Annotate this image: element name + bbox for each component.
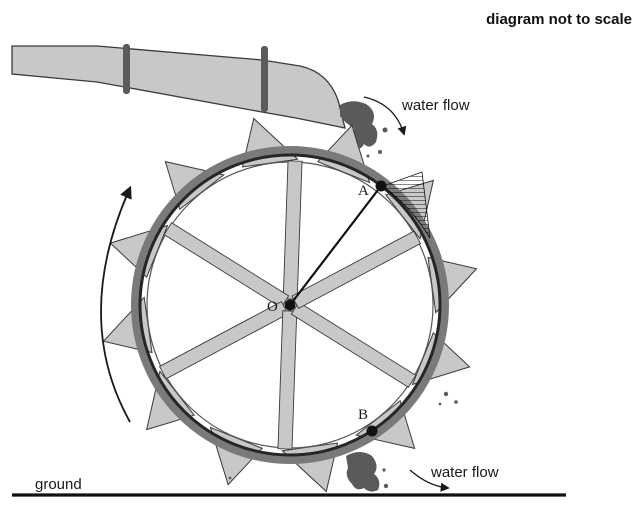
wheel-rim-outer xyxy=(131,146,449,464)
point-o-label: O xyxy=(267,299,278,315)
wheel-rim xyxy=(138,153,442,457)
water-splash-bottom xyxy=(346,452,389,492)
point-a-dot xyxy=(375,180,387,192)
water-flow-label-bottom: water flow xyxy=(430,464,499,481)
water-droplets xyxy=(228,391,458,480)
pipe-bracket xyxy=(261,46,268,112)
ground-label: ground xyxy=(35,476,82,493)
wheel-spoke xyxy=(158,301,289,380)
water-flow-label-top: water flow xyxy=(401,97,470,114)
pipe-bracket xyxy=(123,44,130,94)
hatched-region xyxy=(382,171,431,239)
wheel-spoke xyxy=(291,230,422,309)
point-a-label: A xyxy=(358,183,369,199)
water-flow-arrow-bottom xyxy=(409,469,450,492)
wheel-spoke xyxy=(277,310,298,450)
rotation-arrow xyxy=(100,185,132,423)
water-flow-arrow-top xyxy=(363,96,407,136)
diagram-note: diagram not to scale xyxy=(486,11,632,28)
wheel-spoke xyxy=(163,222,290,309)
wheel-spokes xyxy=(158,160,422,450)
water-splash-top xyxy=(340,101,388,158)
water-pipe xyxy=(11,44,346,129)
point-b-dot xyxy=(366,425,378,437)
point-o-dot xyxy=(284,299,296,311)
wheel-spoke xyxy=(290,301,417,388)
point-b-label: B xyxy=(358,407,368,423)
wheel-spoke xyxy=(282,160,303,300)
radius-line-oa xyxy=(289,185,382,306)
